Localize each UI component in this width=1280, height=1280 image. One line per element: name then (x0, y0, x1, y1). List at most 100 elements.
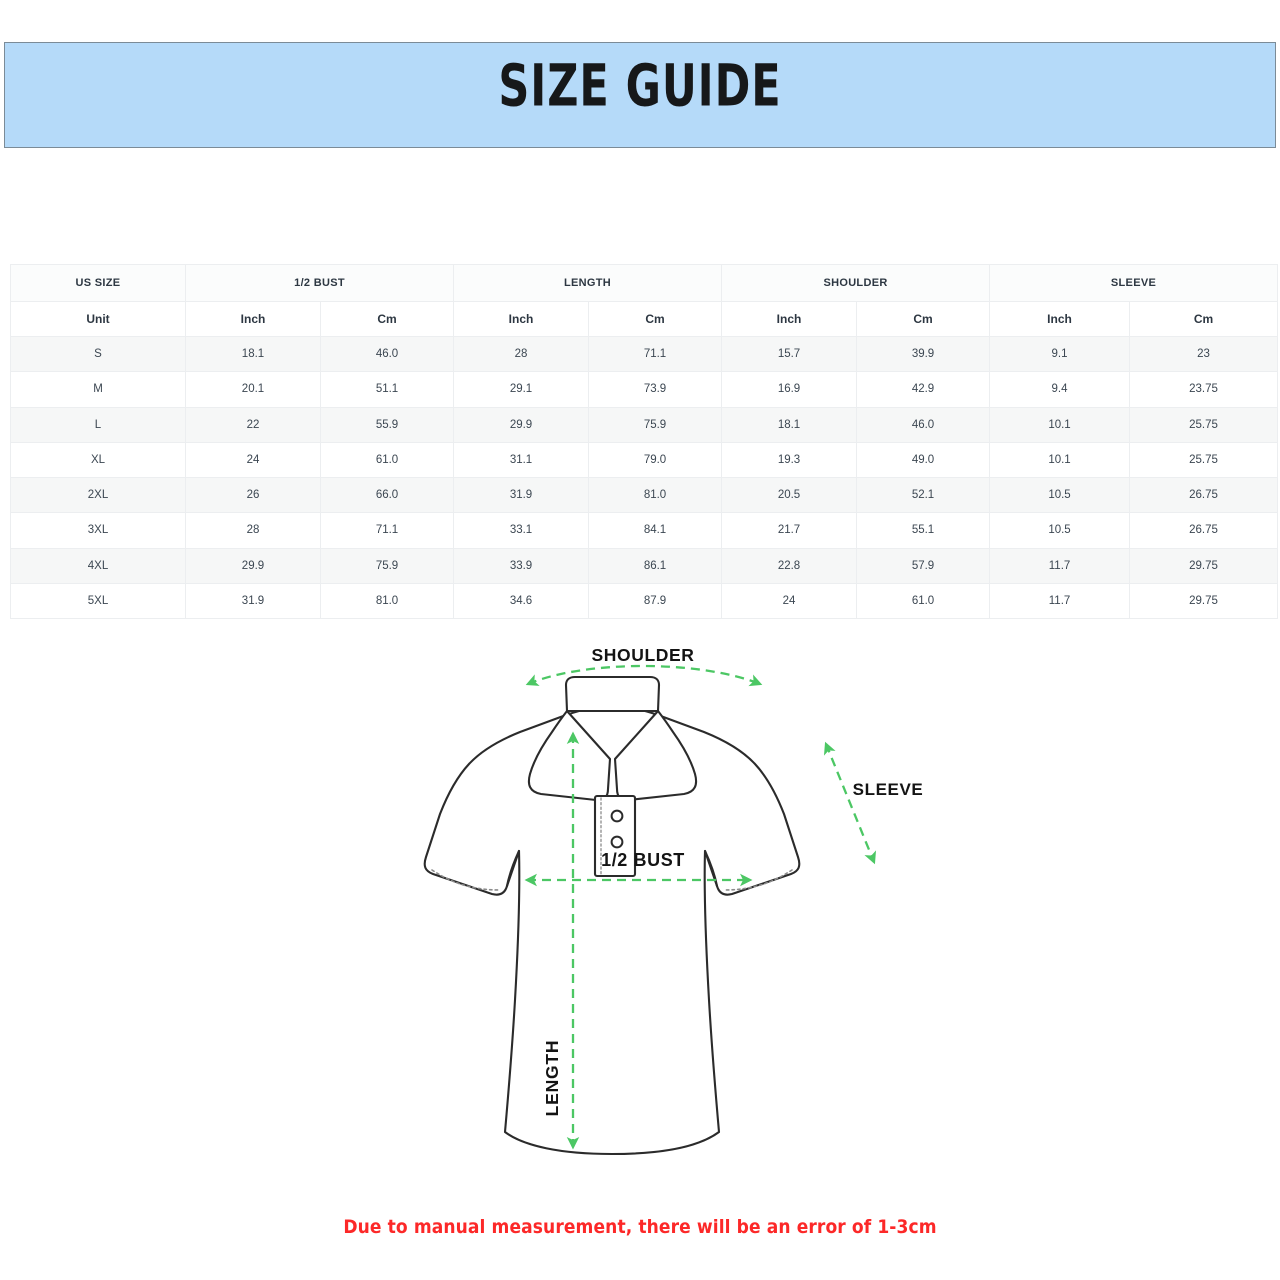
cell-bust-cm: 71.1 (319, 512, 455, 549)
column-header-sleeve-cm: Cm (1129, 301, 1279, 337)
cell-shoulder-cm: 42.9 (856, 371, 991, 408)
cell-sleeve-inch: 9.1 (989, 335, 1131, 373)
sleeve-measure-arrow (823, 741, 877, 865)
column-header-unit: Unit (10, 301, 186, 337)
cell-shoulder-cm: 49.0 (856, 441, 991, 479)
cell-size: M (10, 371, 186, 408)
cell-length-inch: 31.9 (453, 477, 590, 514)
cell-sleeve-inch: 10.5 (989, 477, 1131, 514)
cell-length-inch: 29.1 (453, 371, 590, 408)
cell-shoulder-inch: 16.9 (721, 371, 858, 408)
table-row: S 18.1 46.0 28 71.1 15.7 39.9 9.1 23 (10, 335, 1279, 373)
cell-sleeve-cm: 25.75 (1129, 441, 1279, 479)
size-guide-banner: SIZE GUIDE (4, 42, 1276, 148)
cell-size: 5XL (10, 583, 186, 620)
cell-size: 4XL (10, 547, 186, 585)
garment-measurement-diagram: SHOULDER SLEEVE 1/2 BUST LENGTH (0, 628, 1280, 1198)
cell-shoulder-inch: 19.3 (721, 441, 858, 479)
cell-bust-cm: 51.1 (319, 371, 455, 408)
cell-length-inch: 28 (453, 335, 590, 373)
half-bust-label: 1/2 BUST (601, 850, 685, 870)
cell-bust-inch: 18.1 (185, 335, 321, 373)
cell-length-cm: 71.1 (588, 335, 723, 373)
cell-sleeve-cm: 25.75 (1129, 406, 1279, 443)
polo-shirt-outline (423, 675, 801, 1156)
column-header-bust-inch: Inch (185, 301, 321, 337)
collar-back-band (564, 675, 661, 713)
cell-shoulder-inch: 20.5 (721, 477, 858, 514)
cell-shoulder-cm: 46.0 (856, 406, 991, 443)
column-header-bust-cm: Cm (319, 301, 455, 337)
cell-length-inch: 33.9 (453, 547, 590, 585)
cell-bust-cm: 46.0 (319, 335, 455, 373)
cell-bust-inch: 31.9 (185, 583, 321, 620)
table-group-header-row: US SIZE 1/2 BUST LENGTH SHOULDER SLEEVE (10, 264, 1279, 302)
table-row: 5XL 31.9 81.0 34.6 87.9 24 61.0 11.7 29.75 (10, 583, 1279, 620)
column-header-length-inch: Inch (453, 301, 590, 337)
cell-sleeve-inch: 10.5 (989, 512, 1131, 549)
cell-shoulder-inch: 18.1 (721, 406, 858, 443)
table-unit-header-row: Unit Inch Cm Inch Cm Inch Cm Inch Cm (10, 301, 1279, 337)
column-header-shoulder-cm: Cm (856, 301, 991, 337)
cell-sleeve-inch: 11.7 (989, 583, 1131, 620)
placket-button-upper (610, 809, 624, 823)
cell-bust-cm: 66.0 (319, 477, 455, 514)
column-group-us-size: US SIZE (10, 264, 186, 302)
sleeve-label: SLEEVE (853, 780, 924, 799)
cell-shoulder-inch: 24 (721, 583, 858, 620)
measurement-disclaimer: Due to manual measurement, there will be… (343, 1216, 937, 1238)
cell-shoulder-cm: 55.1 (856, 512, 991, 549)
cell-bust-cm: 81.0 (319, 583, 455, 620)
cell-shoulder-inch: 21.7 (721, 512, 858, 549)
cell-bust-cm: 61.0 (319, 441, 455, 479)
cell-size: XL (10, 441, 186, 479)
size-chart-table: US SIZE 1/2 BUST LENGTH SHOULDER SLEEVE … (10, 264, 1279, 620)
cell-shoulder-cm: 52.1 (856, 477, 991, 514)
cell-length-inch: 34.6 (453, 583, 590, 620)
size-chart-table-container: US SIZE 1/2 BUST LENGTH SHOULDER SLEEVE … (10, 264, 1279, 620)
cell-length-cm: 84.1 (588, 512, 723, 549)
table-row: L 22 55.9 29.9 75.9 18.1 46.0 10.1 25.75 (10, 406, 1279, 443)
cell-bust-cm: 55.9 (319, 406, 455, 443)
cell-sleeve-cm: 29.75 (1129, 547, 1279, 585)
table-row: M 20.1 51.1 29.1 73.9 16.9 42.9 9.4 23.75 (10, 371, 1279, 408)
cell-length-cm: 87.9 (588, 583, 723, 620)
cell-sleeve-cm: 26.75 (1129, 512, 1279, 549)
length-label: LENGTH (542, 1040, 562, 1117)
cell-length-cm: 86.1 (588, 547, 723, 585)
cell-bust-inch: 20.1 (185, 371, 321, 408)
table-row: XL 24 61.0 31.1 79.0 19.3 49.0 10.1 25.75 (10, 441, 1279, 479)
cell-sleeve-inch: 11.7 (989, 547, 1131, 585)
cell-length-cm: 79.0 (588, 441, 723, 479)
column-header-length-cm: Cm (588, 301, 723, 337)
table-row: 2XL 26 66.0 31.9 81.0 20.5 52.1 10.5 26.75 (10, 477, 1279, 514)
shoulder-label: SHOULDER (592, 645, 695, 665)
cell-shoulder-inch: 15.7 (721, 335, 858, 373)
column-header-shoulder-inch: Inch (721, 301, 858, 337)
cell-size: S (10, 335, 186, 373)
cell-size: 3XL (10, 512, 186, 549)
shirt-body-path (423, 704, 801, 1156)
cell-sleeve-cm: 23 (1129, 335, 1279, 373)
cell-length-inch: 29.9 (453, 406, 590, 443)
table-row: 3XL 28 71.1 33.1 84.1 21.7 55.1 10.5 26.75 (10, 512, 1279, 549)
cell-bust-inch: 28 (185, 512, 321, 549)
cell-length-cm: 81.0 (588, 477, 723, 514)
cell-shoulder-cm: 61.0 (856, 583, 991, 620)
cell-length-cm: 73.9 (588, 371, 723, 408)
column-header-sleeve-inch: Inch (989, 301, 1131, 337)
cell-length-inch: 31.1 (453, 441, 590, 479)
column-group-sleeve: SLEEVE (989, 264, 1279, 302)
cell-size: L (10, 406, 186, 443)
page-title: SIZE GUIDE (498, 52, 782, 120)
column-group-length: LENGTH (453, 264, 723, 302)
cell-sleeve-cm: 23.75 (1129, 371, 1279, 408)
column-group-half-bust: 1/2 BUST (184, 264, 455, 302)
cell-bust-inch: 26 (185, 477, 321, 514)
left-sleeve-hem-stitch (431, 869, 501, 891)
column-group-shoulder: SHOULDER (721, 264, 991, 302)
cell-bust-inch: 22 (185, 406, 321, 443)
cell-shoulder-cm: 39.9 (856, 335, 991, 373)
cell-bust-inch: 24 (185, 441, 321, 479)
cell-sleeve-cm: 26.75 (1129, 477, 1279, 514)
